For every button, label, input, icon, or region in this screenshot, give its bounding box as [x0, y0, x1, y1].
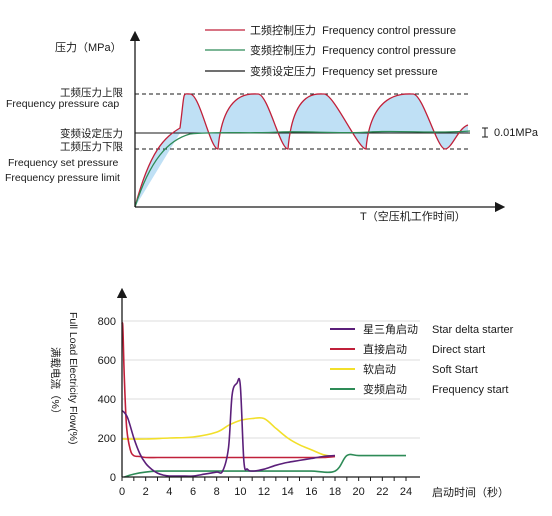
cap-label-cn: 工频压力上限: [60, 86, 123, 99]
y-tick-label: 400: [98, 394, 116, 406]
bottom-y-axis-label-en: Full Load Electricity Flow(%): [67, 312, 79, 444]
pressure-chart: 压力（MPa） T（空压机工作时间） 工频压力上限 Frequency pres…: [5, 23, 539, 223]
legend-cn-direct: 直接启动: [363, 342, 407, 356]
x-tick-label: 0: [119, 486, 125, 498]
bottom-legend: 星三角启动 Star delta starter 直接启动 Direct sta…: [330, 323, 514, 396]
legend-cn-star-delta: 星三角启动: [363, 323, 418, 336]
limit-label-en2: Frequency pressure limit: [5, 172, 120, 184]
bottom-series-group: [121, 321, 406, 478]
x-tick-label: 16: [305, 486, 317, 498]
x-tick-label: 6: [190, 486, 196, 498]
legend-cn-frequency: 变频启动: [363, 382, 407, 396]
y-tick-label: 200: [98, 433, 116, 445]
legend-en-star-delta: Star delta starter: [432, 324, 514, 336]
tolerance-label: 0.01MPa: [494, 127, 539, 139]
y-tick-label: 800: [98, 316, 116, 328]
control-pressure-line: [134, 93, 469, 208]
control-pressure-area: [135, 93, 468, 207]
limit-label-en1: Frequency set pressure: [8, 157, 118, 169]
x-tick-label: 20: [353, 486, 365, 498]
x-tick-label: 10: [234, 486, 246, 498]
tolerance-bracket: [482, 127, 488, 138]
bottom-y-axis-label-cn: 满载电流（%）: [49, 347, 62, 419]
bottom-gridlines: [122, 320, 420, 439]
legend-label-variable-control: 变频控制压力 Frequency control pressure: [250, 43, 456, 57]
y-tick-label: 600: [98, 355, 116, 367]
series-line-star-delta: [121, 377, 336, 477]
legend-cn-soft: 软启动: [363, 362, 396, 376]
series-line-direct-start: [121, 321, 336, 459]
legend-label-set: 变频设定压力 Frequency set pressure: [250, 64, 438, 78]
top-y-axis-label: 压力（MPa）: [55, 41, 122, 54]
top-x-axis-label: T（空压机工作时间）: [360, 209, 466, 223]
x-tick-label: 14: [282, 486, 294, 498]
x-tick-label: 2: [143, 486, 149, 498]
x-tick-label: 18: [329, 486, 341, 498]
legend-en-frequency: Frequency start: [432, 384, 508, 396]
x-tick-label: 8: [214, 486, 220, 498]
series-line-soft-start: [121, 416, 336, 458]
bottom-x-ticks: 0 2 4 6 8 10 12 14 16 18 20 22 24: [119, 477, 412, 498]
legend-label-control: 工频控制压力 Frequency control pressure: [250, 23, 456, 37]
bottom-x-axis-label: 启动时间（秒）: [432, 485, 509, 499]
x-tick-label: 12: [258, 486, 270, 498]
top-legend: 工频控制压力 Frequency control pressure 变频控制压力…: [205, 23, 456, 78]
cap-label-en: Frequency pressure cap: [6, 98, 119, 110]
legend-en-soft: Soft Start: [432, 364, 478, 376]
limit-label-cn: 工频压力下限: [60, 140, 123, 153]
x-tick-label: 22: [376, 486, 388, 498]
legend-en-direct: Direct start: [432, 344, 485, 356]
x-tick-label: 24: [400, 486, 412, 498]
set-label-cn: 变频设定压力: [60, 127, 123, 140]
bottom-y-ticks: 0 200 400 600 800: [98, 316, 116, 484]
variable-control-pressure-line: [134, 130, 471, 208]
y-tick-label: 0: [110, 472, 116, 484]
x-tick-label: 4: [166, 486, 172, 498]
